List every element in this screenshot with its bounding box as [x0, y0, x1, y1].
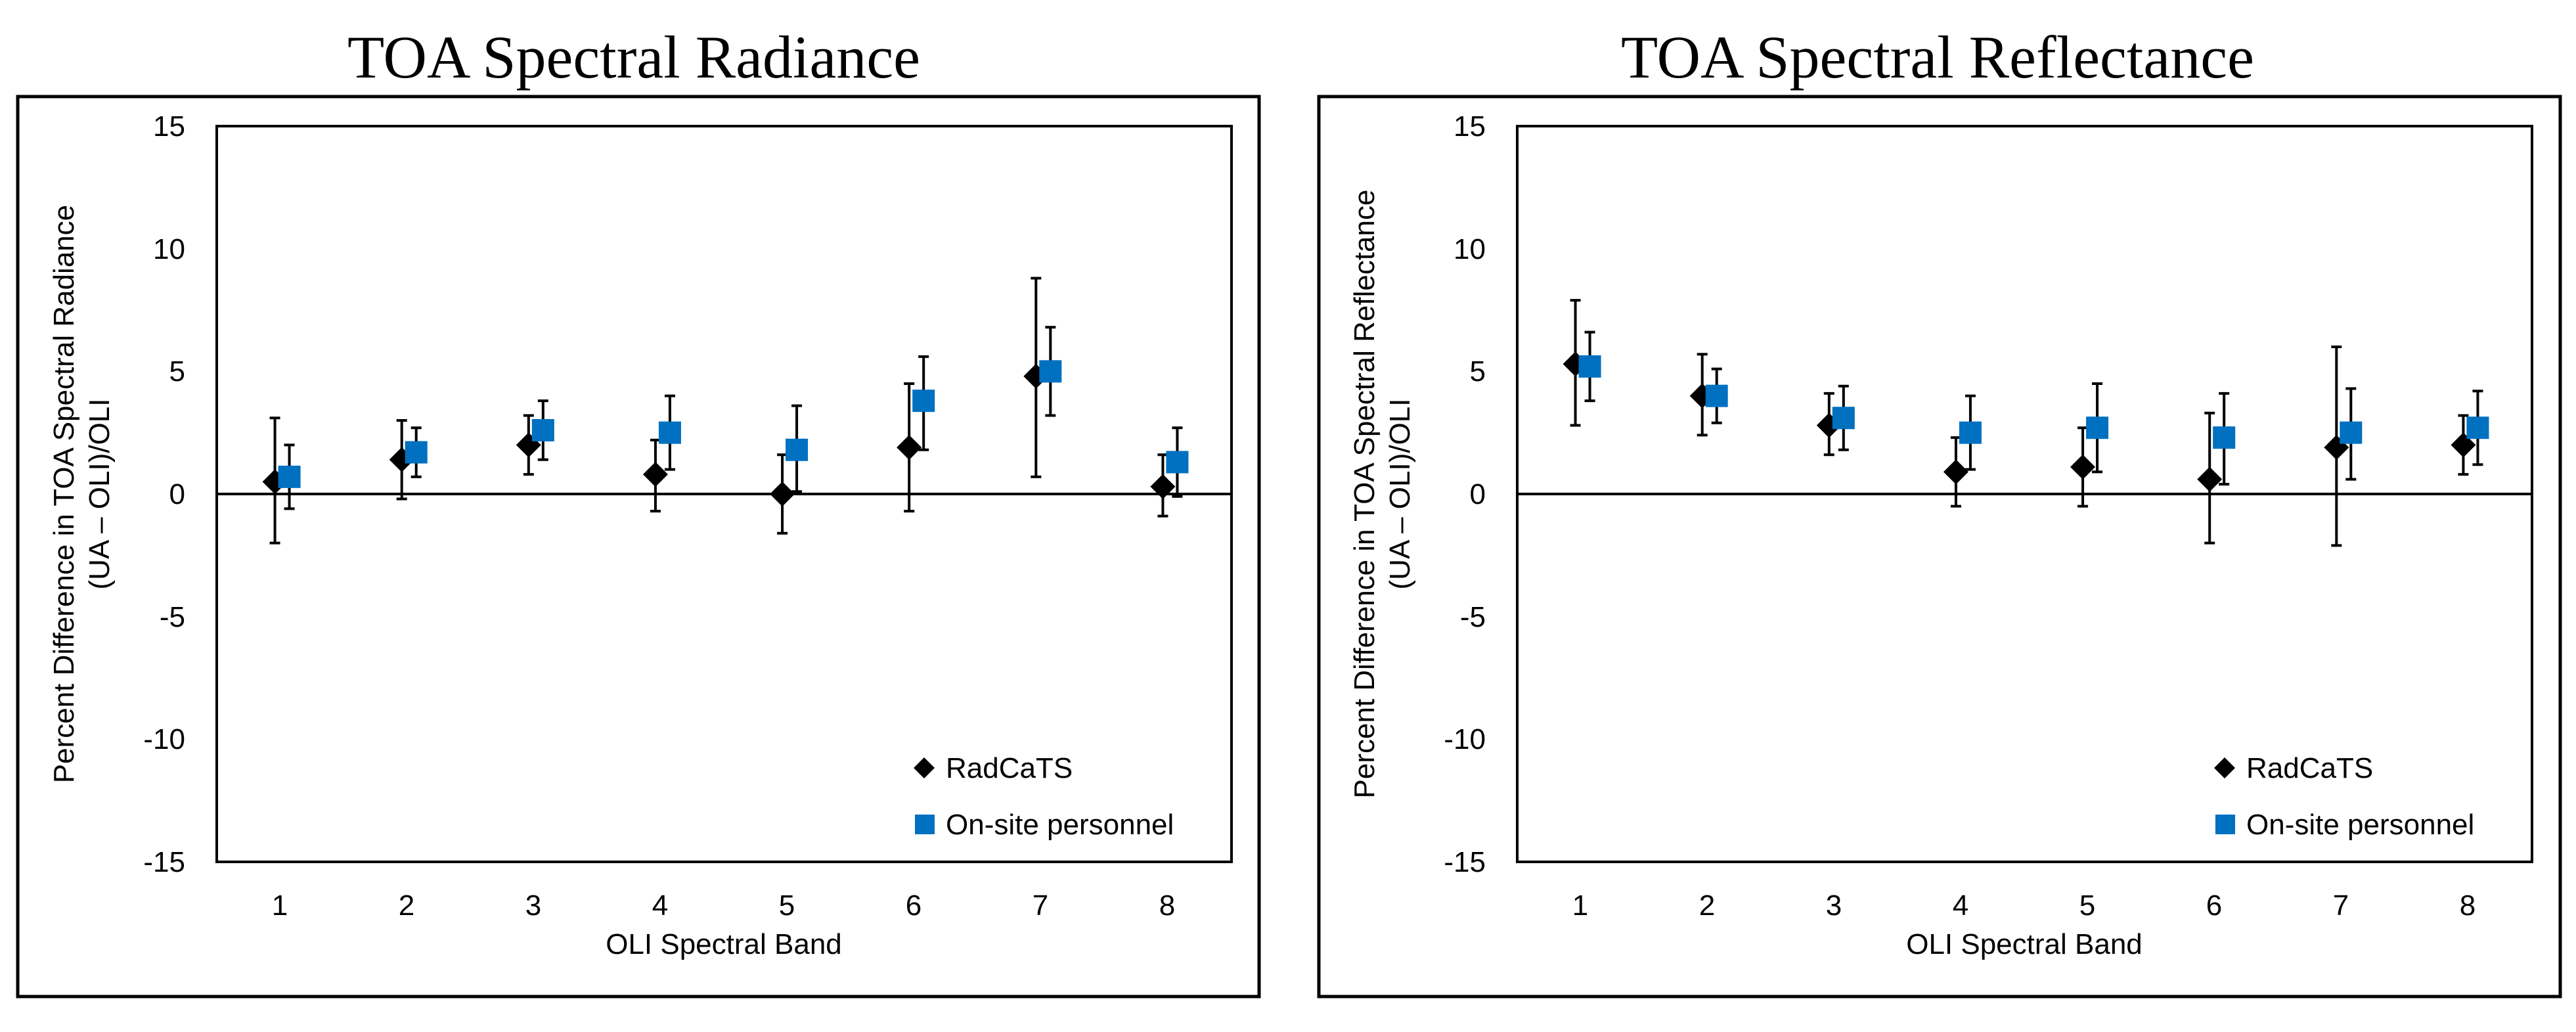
chart-frame — [16, 95, 1261, 998]
onsite-point — [1039, 360, 1062, 383]
y-tick-label: 10 — [1454, 233, 1486, 265]
chart-panel-reflectance: TOA Spectral Reflectance 15 10 5 0 -5 -1… — [1317, 24, 2562, 998]
x-tick-labels: 1 2 3 4 5 6 7 8 — [1572, 889, 2476, 922]
legend-onsite-marker — [915, 815, 935, 834]
radcats-point — [1943, 459, 1968, 485]
y-tick-label: -5 — [160, 601, 185, 633]
y-tick-labels: 15 10 5 0 -5 -10 -15 — [1444, 110, 1486, 878]
onsite-point — [1959, 421, 1982, 444]
x-tick-label: 5 — [779, 889, 795, 922]
x-tick-label: 1 — [272, 889, 288, 922]
legend-label-radcats: RadCaTS — [2246, 752, 2373, 784]
x-tick-label: 4 — [1953, 889, 1968, 922]
y-tick-label: 0 — [1470, 478, 1486, 510]
x-tick-label: 8 — [2460, 889, 2476, 922]
x-axis-label: OLI Spectral Band — [1906, 928, 2143, 960]
y-tick-label: 5 — [169, 355, 185, 388]
x-tick-label: 6 — [906, 889, 922, 922]
y-axis-label: Percent Difference in TOA Spectral Radia… — [48, 205, 116, 784]
x-tick-labels: 1 2 3 4 5 6 7 8 — [272, 889, 1175, 922]
y-tick-labels: 15 10 5 0 -5 -10 -15 — [143, 110, 185, 878]
x-tick-label: 6 — [2206, 889, 2222, 922]
y-axis-label: Percent Difference in TOA Spectral Refle… — [1348, 190, 1416, 799]
radcats-point — [2070, 454, 2096, 480]
x-tick-label: 4 — [652, 889, 668, 922]
radcats-point — [2197, 466, 2223, 492]
radcats-point — [897, 435, 922, 460]
legend-radcats-marker — [2214, 757, 2235, 778]
radcats-point — [1150, 474, 1176, 499]
x-tick-label: 3 — [525, 889, 541, 922]
x-tick-label: 8 — [1159, 889, 1175, 922]
legend-label-radcats: RadCaTS — [946, 752, 1073, 784]
x-tick-label: 2 — [399, 889, 414, 922]
legend: RadCaTS On-site personnel — [2214, 752, 2474, 841]
y-tick-label: 15 — [1454, 110, 1486, 143]
y-axis-label-line1: Percent Difference in TOA Spectral Radia… — [48, 205, 80, 784]
legend-label-onsite: On-site personnel — [946, 809, 1174, 841]
y-tick-label: -15 — [143, 846, 185, 878]
legend-onsite-marker — [2215, 815, 2235, 834]
x-tick-label: 2 — [1699, 889, 1715, 922]
radcats-point — [770, 482, 795, 506]
y-tick-label: -5 — [1460, 601, 1486, 633]
legend-label-onsite: On-site personnel — [2246, 809, 2474, 841]
onsite-point — [2086, 416, 2109, 439]
y-axis-label-line1: Percent Difference in TOA Spectral Refle… — [1348, 190, 1381, 799]
plot-marks-reflectance — [1517, 299, 2532, 547]
onsite-point — [1578, 355, 1601, 378]
onsite-point — [658, 421, 681, 444]
onsite-point — [278, 465, 301, 488]
y-tick-label: 15 — [153, 110, 185, 143]
y-tick-label: 5 — [1470, 355, 1486, 388]
x-tick-label: 5 — [2079, 889, 2095, 922]
onsite-point — [405, 441, 428, 464]
y-tick-label: 10 — [153, 233, 185, 265]
y-tick-label: -10 — [1444, 723, 1486, 755]
y-axis-label-line2: (UA – OLI)/OLI — [1384, 399, 1416, 590]
x-tick-label: 7 — [2333, 889, 2349, 922]
radcats-point — [642, 462, 668, 487]
y-tick-label: -10 — [143, 723, 185, 755]
onsite-point — [1166, 451, 1189, 474]
y-tick-label: 0 — [169, 478, 185, 510]
x-axis-label: OLI Spectral Band — [606, 928, 842, 960]
onsite-point — [2466, 416, 2489, 439]
y-tick-label: -15 — [1444, 846, 1486, 878]
onsite-point — [786, 438, 809, 461]
onsite-point — [2340, 421, 2363, 444]
plot-marks-radiance — [217, 277, 1232, 545]
x-tick-label: 1 — [1572, 889, 1588, 922]
onsite-point — [531, 418, 554, 441]
chart-frame — [1317, 95, 2562, 998]
x-tick-label: 3 — [1826, 889, 1842, 922]
chart-title: TOA Spectral Reflectance — [1621, 24, 2254, 91]
x-tick-label: 7 — [1033, 889, 1048, 922]
chart-panel-radiance: TOA Spectral Radiance 15 10 5 0 -5 -10 -… — [16, 24, 1261, 998]
y-axis-label-line2: (UA – OLI)/OLI — [83, 399, 116, 590]
onsite-point — [1705, 384, 1728, 407]
legend-radcats-marker — [914, 757, 935, 778]
onsite-point — [2213, 426, 2236, 449]
onsite-point — [912, 390, 935, 413]
chart-title: TOA Spectral Radiance — [347, 24, 920, 91]
onsite-point — [1832, 407, 1855, 430]
legend: RadCaTS On-site personnel — [914, 752, 1174, 841]
